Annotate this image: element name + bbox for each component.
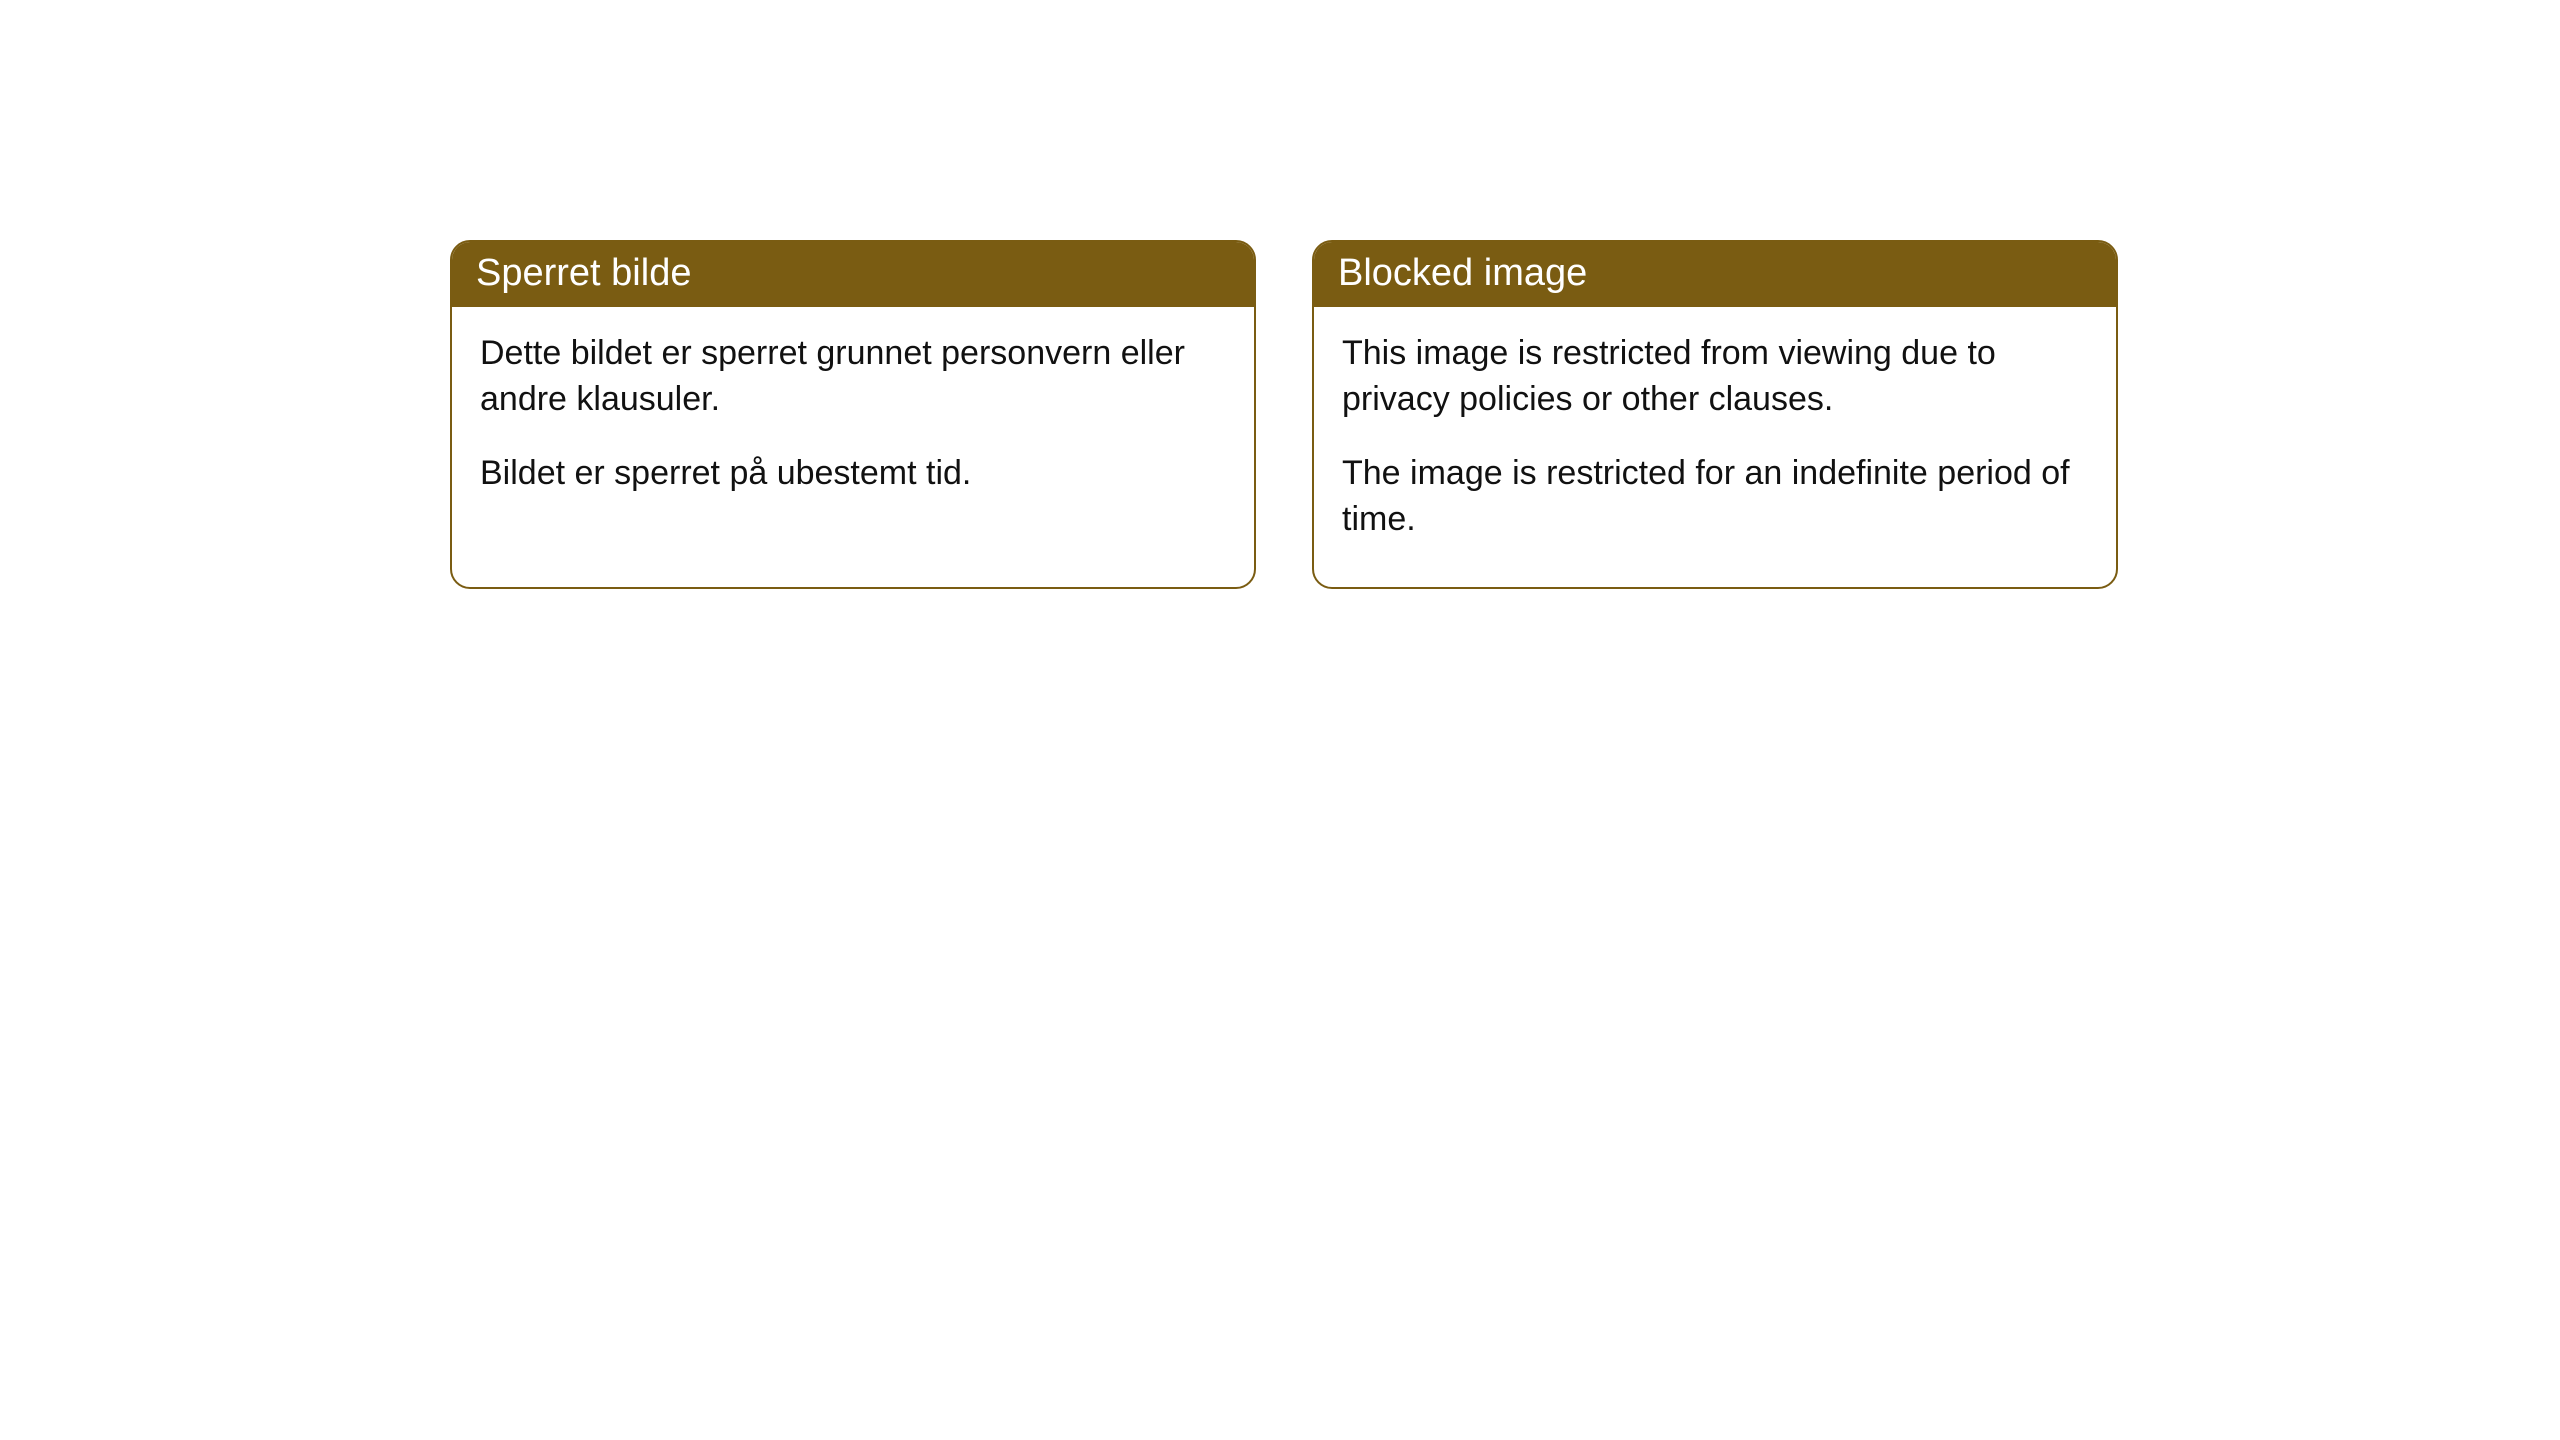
card-header-en: Blocked image [1314, 242, 2116, 307]
notice-container: Sperret bilde Dette bildet er sperret gr… [450, 240, 2560, 589]
card-body-no: Dette bildet er sperret grunnet personve… [452, 307, 1254, 541]
notice-text-no-2: Bildet er sperret på ubestemt tid. [480, 451, 1226, 497]
blocked-image-card-no: Sperret bilde Dette bildet er sperret gr… [450, 240, 1256, 589]
card-body-en: This image is restricted from viewing du… [1314, 307, 2116, 587]
blocked-image-card-en: Blocked image This image is restricted f… [1312, 240, 2118, 589]
notice-text-en-1: This image is restricted from viewing du… [1342, 331, 2088, 423]
notice-text-no-1: Dette bildet er sperret grunnet personve… [480, 331, 1226, 423]
card-header-no: Sperret bilde [452, 242, 1254, 307]
notice-text-en-2: The image is restricted for an indefinit… [1342, 451, 2088, 543]
